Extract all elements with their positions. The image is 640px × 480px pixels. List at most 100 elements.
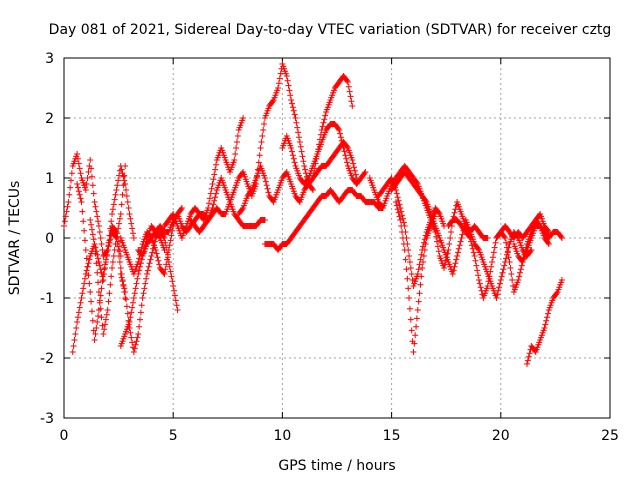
data-point <box>458 235 465 241</box>
data-point <box>476 280 483 287</box>
data-point <box>136 323 143 330</box>
data-point <box>283 73 290 79</box>
data-point <box>119 278 126 285</box>
data-point <box>76 304 83 311</box>
data-point <box>123 303 130 310</box>
data-point <box>116 220 123 227</box>
data-point <box>342 152 349 159</box>
data-point <box>87 217 94 223</box>
data-point <box>490 249 497 256</box>
data-point <box>80 218 87 225</box>
data-point <box>89 317 96 324</box>
data-point <box>451 209 458 216</box>
data-point <box>82 271 89 277</box>
data-point <box>247 188 254 195</box>
data-point <box>503 239 510 246</box>
data-point <box>72 331 79 337</box>
data-point <box>75 309 82 316</box>
data-point <box>467 235 474 241</box>
data-point <box>155 257 162 264</box>
data-point <box>544 239 551 246</box>
data-point <box>291 159 298 166</box>
data-point <box>489 254 496 261</box>
data-point <box>544 310 551 317</box>
data-point <box>515 277 522 283</box>
data-point <box>409 277 416 283</box>
data-point <box>172 297 179 304</box>
data-point <box>108 273 115 280</box>
data-point <box>315 146 322 153</box>
data-point <box>275 85 282 91</box>
data-point <box>93 260 100 267</box>
data-point <box>62 213 69 220</box>
data-point <box>130 230 137 237</box>
x-tick-label: 10 <box>273 428 291 444</box>
data-point <box>102 261 109 268</box>
data-point <box>98 241 105 247</box>
data-point <box>129 304 136 311</box>
data-point <box>143 275 150 282</box>
data-point <box>98 314 105 321</box>
data-point <box>168 232 175 239</box>
data-point <box>166 242 173 249</box>
data-point <box>132 341 139 348</box>
data-point <box>497 277 504 283</box>
data-point <box>343 155 350 162</box>
y-tick-label: -1 <box>40 291 54 307</box>
data-point <box>94 319 101 325</box>
data-point <box>137 316 144 323</box>
data-point <box>160 233 167 240</box>
data-point <box>527 248 534 255</box>
data-point <box>496 284 503 291</box>
data-point <box>414 307 421 313</box>
data-point <box>261 175 268 181</box>
data-point <box>135 331 142 337</box>
data-point <box>213 190 220 197</box>
data-point <box>94 213 101 220</box>
data-point <box>178 205 185 211</box>
data-point <box>498 273 505 280</box>
data-point <box>74 184 81 191</box>
data-point <box>127 314 134 321</box>
data-point <box>265 189 272 196</box>
data-point <box>81 275 88 282</box>
data-point <box>311 165 318 172</box>
data-point <box>524 361 531 367</box>
data-point <box>288 145 295 151</box>
data-point <box>145 263 152 270</box>
data-point <box>398 208 405 215</box>
data-point <box>309 187 316 193</box>
data-point <box>110 201 117 208</box>
data-point <box>558 277 565 283</box>
data-point <box>337 130 344 137</box>
data-point <box>69 349 76 355</box>
data-point <box>340 145 347 151</box>
data-point <box>399 215 406 222</box>
data-point <box>263 182 270 189</box>
data-point <box>99 322 106 329</box>
data-point <box>102 256 109 263</box>
data-point <box>111 196 118 203</box>
data-point <box>310 170 317 177</box>
data-point <box>337 134 344 141</box>
data-point <box>108 218 115 225</box>
data-point <box>118 274 125 281</box>
data-point <box>232 151 239 157</box>
data-point <box>289 100 296 107</box>
data-point <box>457 238 464 245</box>
data-point <box>277 70 284 77</box>
data-point <box>154 254 161 261</box>
data-point <box>211 171 218 178</box>
data-point <box>100 331 107 337</box>
data-point <box>415 266 422 273</box>
data-point <box>65 199 72 205</box>
x-tick-label: 0 <box>60 428 69 444</box>
data-point <box>100 277 107 283</box>
data-point <box>95 279 102 286</box>
data-point <box>297 143 304 150</box>
data-point <box>286 87 293 94</box>
data-point <box>152 247 159 253</box>
data-point <box>289 104 296 111</box>
data-point <box>85 260 92 267</box>
